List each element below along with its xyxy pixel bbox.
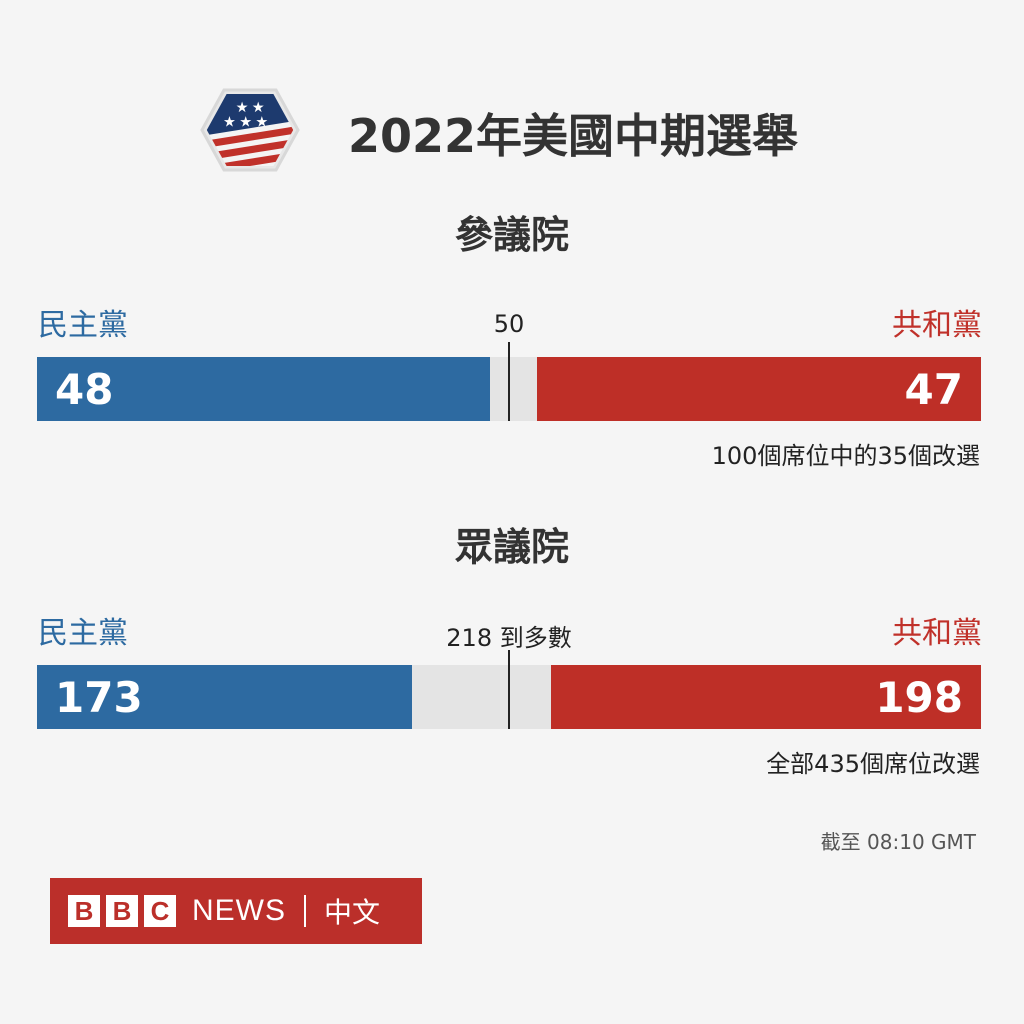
senate-rep-label: 共和黨 [892, 308, 982, 343]
house-rep-bar: 198 [551, 665, 981, 729]
bbc-news-logo: B B C NEWS 中文 [50, 878, 422, 944]
house-title: 眾議院 [454, 525, 569, 569]
svg-text:★: ★ [255, 114, 268, 130]
as-of-timestamp: 截至 08:10 GMT [820, 830, 976, 854]
house-note: 全部435個席位改選 [766, 750, 980, 778]
bbc-letter-b1: B [68, 895, 100, 927]
bbc-separator [304, 895, 306, 927]
senate-rep-value: 47 [904, 364, 963, 414]
header-logo: ★ ★ ★ ★ ★ [200, 86, 300, 174]
house-dem-label: 民主黨 [38, 616, 128, 651]
svg-text:★: ★ [236, 100, 249, 116]
senate-rep-bar: 47 [537, 357, 981, 421]
svg-text:★: ★ [223, 114, 236, 130]
bbc-news-text: NEWS [192, 894, 286, 927]
senate-note: 100個席位中的35個改選 [711, 442, 980, 470]
senate-dem-label: 民主黨 [38, 308, 128, 343]
bbc-language-text: 中文 [324, 896, 381, 929]
house-rep-value: 198 [875, 672, 963, 722]
us-flag-hexagon-icon: ★ ★ ★ ★ ★ [200, 88, 300, 172]
bbc-letter-b2: B [106, 895, 138, 927]
svg-text:★: ★ [239, 114, 252, 130]
house-threshold-label: 218 到多數 [446, 624, 572, 652]
senate-threshold-label: 50 [493, 310, 525, 338]
bbc-letter-c: C [144, 895, 176, 927]
senate-dem-bar: 48 [37, 357, 491, 421]
senate-title: 參議院 [454, 213, 569, 257]
house-dem-value: 173 [55, 672, 143, 722]
senate-majority-line [508, 342, 510, 421]
senate-dem-value: 48 [55, 364, 114, 414]
svg-text:★: ★ [252, 100, 265, 116]
page-title: 2022年美國中期選舉 [348, 109, 799, 163]
house-majority-line [508, 650, 510, 729]
house-dem-bar: 173 [37, 665, 413, 729]
house-rep-label: 共和黨 [892, 616, 982, 651]
